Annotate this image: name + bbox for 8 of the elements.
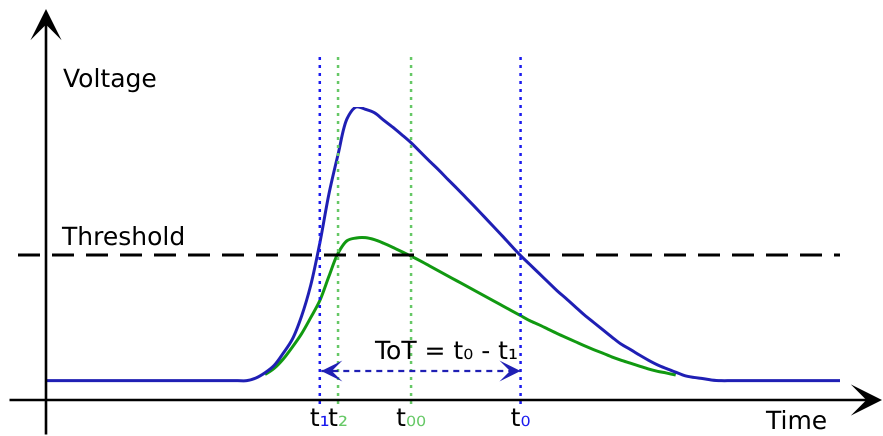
- x-tick-label: t₁: [310, 403, 330, 432]
- x-tick-label: t₂: [328, 403, 348, 432]
- y-axis-title: Voltage: [63, 64, 157, 93]
- annotation: ToT = t₀ - t₁: [374, 336, 518, 365]
- x-tick-label: t₀₀: [396, 403, 426, 432]
- x-tick-label: t₀: [510, 403, 530, 432]
- x-axis-title: Time: [765, 406, 828, 435]
- ref-line-label: Threshold: [61, 222, 186, 251]
